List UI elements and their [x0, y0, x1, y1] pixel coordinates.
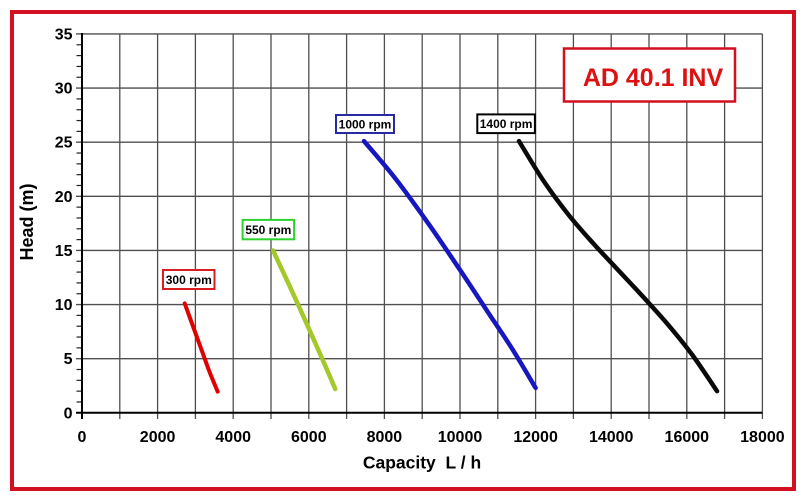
svg-text:Head (m): Head (m) [17, 183, 37, 260]
svg-text:4000: 4000 [215, 429, 251, 446]
svg-text:1400 rpm: 1400 rpm [480, 117, 533, 131]
svg-text:1000 rpm: 1000 rpm [339, 117, 392, 131]
svg-text:12000: 12000 [513, 429, 558, 446]
svg-text:20: 20 [55, 189, 73, 206]
svg-text:10: 10 [55, 297, 73, 314]
svg-text:14000: 14000 [589, 429, 634, 446]
svg-text:30: 30 [55, 81, 73, 98]
svg-text:18000: 18000 [740, 429, 785, 446]
svg-text:25: 25 [55, 135, 73, 152]
svg-text:2000: 2000 [140, 429, 176, 446]
svg-text:15: 15 [55, 243, 73, 260]
svg-text:AD 40.1 INV: AD 40.1 INV [583, 64, 724, 92]
svg-text:0: 0 [64, 405, 73, 422]
svg-text:8000: 8000 [367, 429, 403, 446]
svg-text:550 rpm: 550 rpm [245, 223, 291, 237]
svg-text:35: 35 [55, 26, 73, 43]
svg-text:0: 0 [78, 429, 87, 446]
svg-text:16000: 16000 [665, 429, 710, 446]
svg-text:6000: 6000 [291, 429, 327, 446]
svg-text:300 rpm: 300 rpm [166, 273, 212, 287]
svg-text:10000: 10000 [438, 429, 483, 446]
svg-text:5: 5 [64, 351, 73, 368]
svg-text:Capacity L / h: Capacity L / h [363, 453, 481, 473]
